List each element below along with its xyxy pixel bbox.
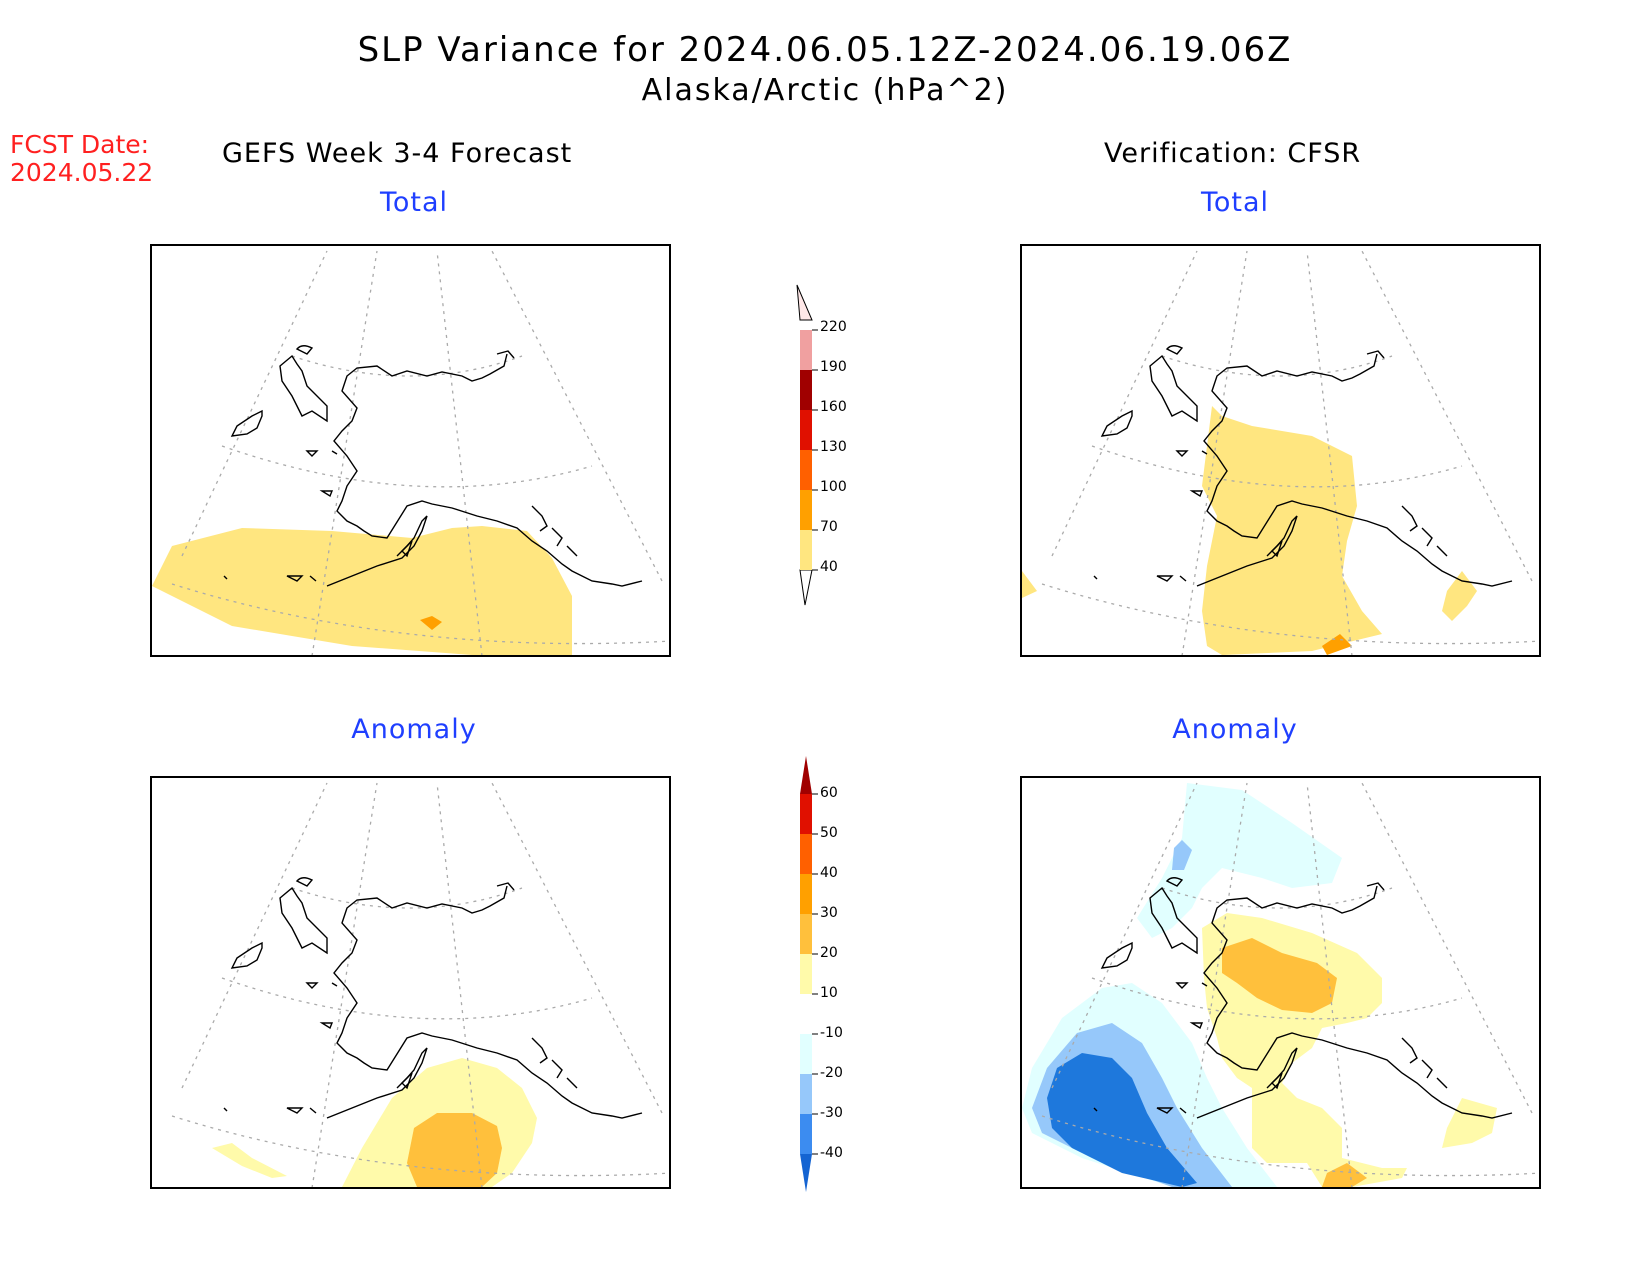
- anomaly-colorbar-label-30: 30: [820, 905, 838, 921]
- verif-anomaly-title: Anomaly: [1172, 714, 1298, 745]
- anomaly-colorbar-swatch: [800, 1114, 812, 1154]
- figure-title-line1: SLP Variance for 2024.06.05.12Z-2024.06.…: [357, 30, 1293, 70]
- total-colorbar-label-190: 190: [820, 359, 847, 375]
- anomaly-colorbar-swatch: [800, 954, 812, 994]
- total-colorbar-label-100: 100: [820, 479, 847, 495]
- anomaly-colorbar-label-20: 20: [820, 945, 838, 961]
- forecast-total-title: Total: [379, 187, 449, 218]
- verif-anomaly-map: [1020, 776, 1541, 1189]
- anomaly-colorbar-label-neg20: -20: [820, 1065, 843, 1081]
- left-column-title: GEFS Week 3-4 Forecast: [222, 138, 573, 169]
- anomaly-colorbar-label-50: 50: [820, 825, 838, 841]
- anomaly-colorbar-label-neg30: -30: [820, 1105, 843, 1121]
- total-colorbar-swatch: [800, 410, 812, 450]
- anomaly-colorbar-label-60: 60: [820, 785, 838, 801]
- total-colorbar-label-70: 70: [820, 519, 838, 535]
- figure-title-line2: Alaska/Arctic (hPa^2): [641, 73, 1009, 108]
- right-column-title: Verification: CFSR: [1104, 138, 1362, 169]
- anomaly-colorbar-swatch: [800, 1034, 812, 1074]
- total-colorbar-label-220: 220: [820, 319, 847, 335]
- anomaly-colorbar-label-40: 40: [820, 865, 838, 881]
- anomaly-colorbar-label-10: 10: [820, 985, 838, 1001]
- total-colorbar: 40 70 100 130 160 190 220: [795, 280, 885, 610]
- forecast-date-value: 2024.05.22: [10, 158, 154, 187]
- total-colorbar-swatch: [800, 490, 812, 530]
- anomaly-colorbar-swatch: [800, 994, 812, 1034]
- anomaly-colorbar-label-neg10: -10: [820, 1025, 843, 1041]
- total-colorbar-swatch: [800, 330, 812, 370]
- anomaly-colorbar-swatch: [800, 794, 812, 834]
- total-colorbar-label-40: 40: [820, 559, 838, 575]
- forecast-date-label: FCST Date:: [10, 130, 150, 159]
- anomaly-colorbar-swatch: [800, 834, 812, 874]
- forecast-anomaly-map: [150, 776, 671, 1189]
- total-colorbar-swatch: [800, 370, 812, 410]
- total-colorbar-swatch: [800, 530, 812, 570]
- anomaly-colorbar-swatch: [800, 914, 812, 954]
- verif-total-map: [1020, 244, 1541, 657]
- forecast-anomaly-title: Anomaly: [351, 714, 477, 745]
- total-colorbar-swatch: [800, 450, 812, 490]
- anomaly-colorbar-swatch: [800, 1154, 812, 1192]
- anomaly-colorbar: -40 -30 -20 -10 10 20 30 40 50 60: [795, 752, 885, 1202]
- anomaly-colorbar-swatch: [800, 874, 812, 914]
- total-colorbar-label-160: 160: [820, 399, 847, 415]
- verif-total-title: Total: [1200, 187, 1270, 218]
- forecast-total-map: [150, 244, 671, 657]
- anomaly-colorbar-label-neg40: -40: [820, 1145, 843, 1161]
- anomaly-colorbar-swatch: [800, 756, 812, 794]
- anomaly-colorbar-swatch: [800, 1074, 812, 1114]
- total-colorbar-label-130: 130: [820, 439, 847, 455]
